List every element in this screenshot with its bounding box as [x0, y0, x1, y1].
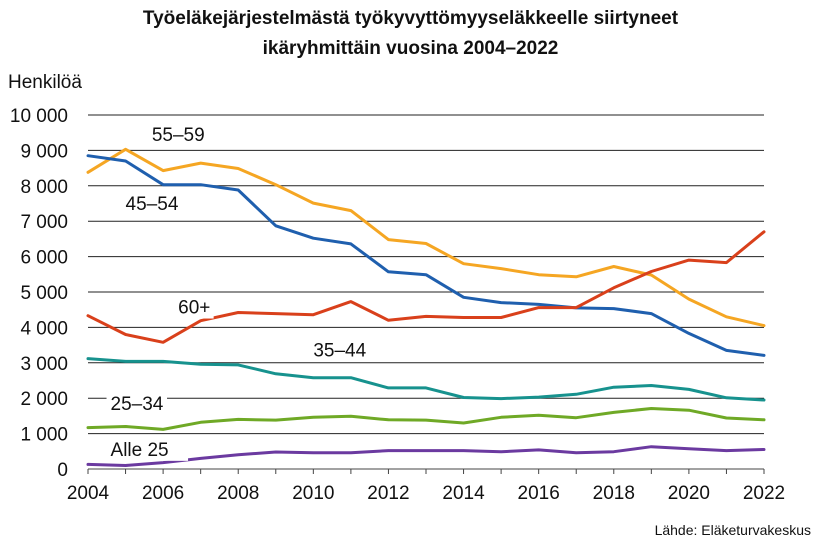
y-tick-label: 3 000: [20, 354, 68, 375]
series-line: [86, 357, 766, 402]
series-line: [86, 230, 766, 344]
x-tick-label: 2016: [518, 483, 560, 504]
y-tick-label: 5 000: [20, 283, 68, 304]
series-label-background: [106, 436, 189, 461]
y-tick-label: 10 000: [10, 106, 68, 127]
x-tick-label: 2006: [142, 483, 184, 504]
series-label-background: [309, 337, 370, 362]
x-tick-label: 2004: [67, 483, 110, 504]
series-label: 55–59: [152, 125, 205, 146]
series-label: 60+: [178, 298, 210, 319]
series-label: Alle 25: [111, 440, 169, 461]
y-tick-label: 7 000: [20, 212, 68, 233]
series-line: [86, 407, 766, 431]
series-label: 25–34: [111, 394, 164, 415]
x-tick-label: 2018: [593, 483, 635, 504]
x-tick-label: 2012: [367, 483, 409, 504]
chart-title-line-1: Työeläkejärjestelmästä työkyvyttömyyselä…: [142, 8, 679, 29]
series-line: [86, 154, 766, 357]
series-label-background: [147, 121, 209, 146]
series-line: [86, 445, 766, 467]
y-tick-label: 8 000: [20, 177, 68, 198]
series-line: [86, 147, 766, 328]
y-tick-label: 2 000: [20, 389, 68, 410]
y-tick-label: 9 000: [20, 141, 68, 162]
series-label: 35–44: [313, 341, 366, 362]
source-note: Lähde: Eläketurvakeskus: [654, 522, 811, 538]
y-tick-label: 1 000: [20, 425, 68, 446]
y-axis-label: Henkilöä: [8, 72, 82, 93]
x-tick-label: 2010: [292, 483, 334, 504]
chart-title-line-2: ikäryhmittäin vuosina 2004–2022: [262, 38, 559, 59]
x-tick-label: 2022: [743, 483, 785, 504]
series-label-background: [121, 190, 183, 215]
series-label: 45–54: [126, 194, 179, 215]
x-tick-label: 2014: [442, 483, 485, 504]
y-tick-label: 0: [57, 460, 68, 481]
y-tick-label: 4 000: [20, 318, 68, 339]
x-tick-label: 2020: [668, 483, 710, 504]
y-tick-label: 6 000: [20, 248, 68, 269]
series-label-background: [106, 390, 168, 415]
x-tick-label: 2008: [217, 483, 259, 504]
series-label-background: [174, 294, 214, 319]
